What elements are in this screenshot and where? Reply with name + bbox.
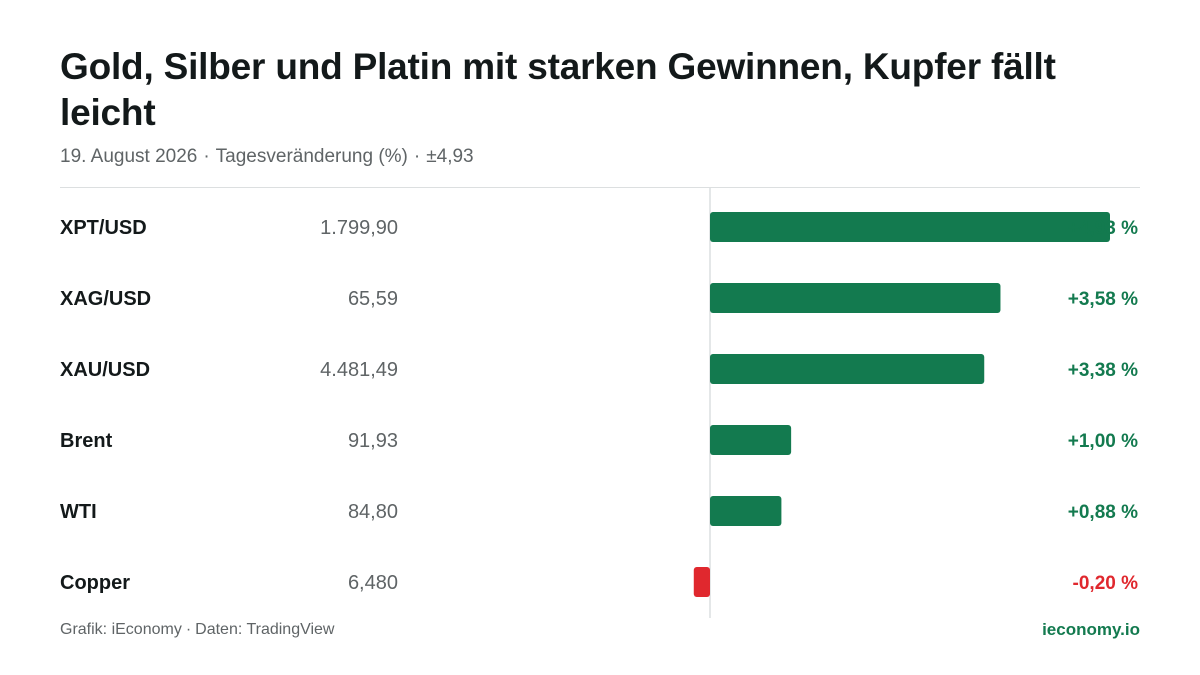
value-label: +4,93 % [1068, 218, 1138, 239]
bar [693, 567, 710, 597]
header-divider [60, 187, 1140, 188]
value-label: +3,38 % [1068, 360, 1138, 381]
brand-link[interactable]: ieconomy.io [1042, 620, 1140, 639]
price-label: 91,93 [348, 430, 398, 452]
separator-dot: · [413, 146, 421, 167]
category-label: XAG/USD [60, 288, 151, 310]
value-label: -0,20 % [1073, 573, 1139, 594]
separator-dot: · [203, 146, 210, 167]
value-label: +0,88 % [1068, 502, 1138, 523]
grafik-credit: Grafik: iEconomy [60, 621, 182, 638]
separator-dot: · [185, 621, 192, 638]
price-label: 65,59 [348, 288, 398, 310]
category-label: WTI [60, 501, 97, 523]
bar [710, 212, 1110, 242]
price-label: 84,80 [348, 501, 398, 523]
scale-label: ±4,93 [426, 146, 474, 167]
metric-label: Tagesveränderung (%) [215, 146, 408, 167]
bar [710, 283, 1001, 313]
value-label: +1,00 % [1068, 431, 1138, 452]
chart-title: Gold, Silber und Platin mit starken Gewi… [60, 46, 1056, 133]
source-note: Grafik: iEconomy · Daten: TradingView [60, 621, 334, 639]
bar [710, 425, 792, 455]
chart-subtitle: 19. August 2026 · Tagesveränderung (%) · ±4,… [60, 146, 474, 168]
bar [710, 496, 782, 526]
category-label: Brent [60, 430, 113, 452]
data-credit: Daten: TradingView [195, 621, 335, 638]
price-label: 1.799,90 [320, 217, 398, 239]
date-label: 19. August 2026 [60, 146, 198, 167]
category-label: Copper [60, 572, 130, 594]
bar [710, 354, 985, 384]
category-label: XAU/USD [60, 359, 150, 381]
price-label: 4.481,49 [320, 359, 398, 381]
price-label: 6,480 [348, 572, 398, 594]
value-label: +3,58 % [1068, 289, 1138, 310]
bar-chart: XPT/USD 1.799,90 +4,93 % XAG/USD 65,59 +3,58 … [60, 188, 1139, 618]
category-label: XPT/USD [60, 217, 147, 239]
